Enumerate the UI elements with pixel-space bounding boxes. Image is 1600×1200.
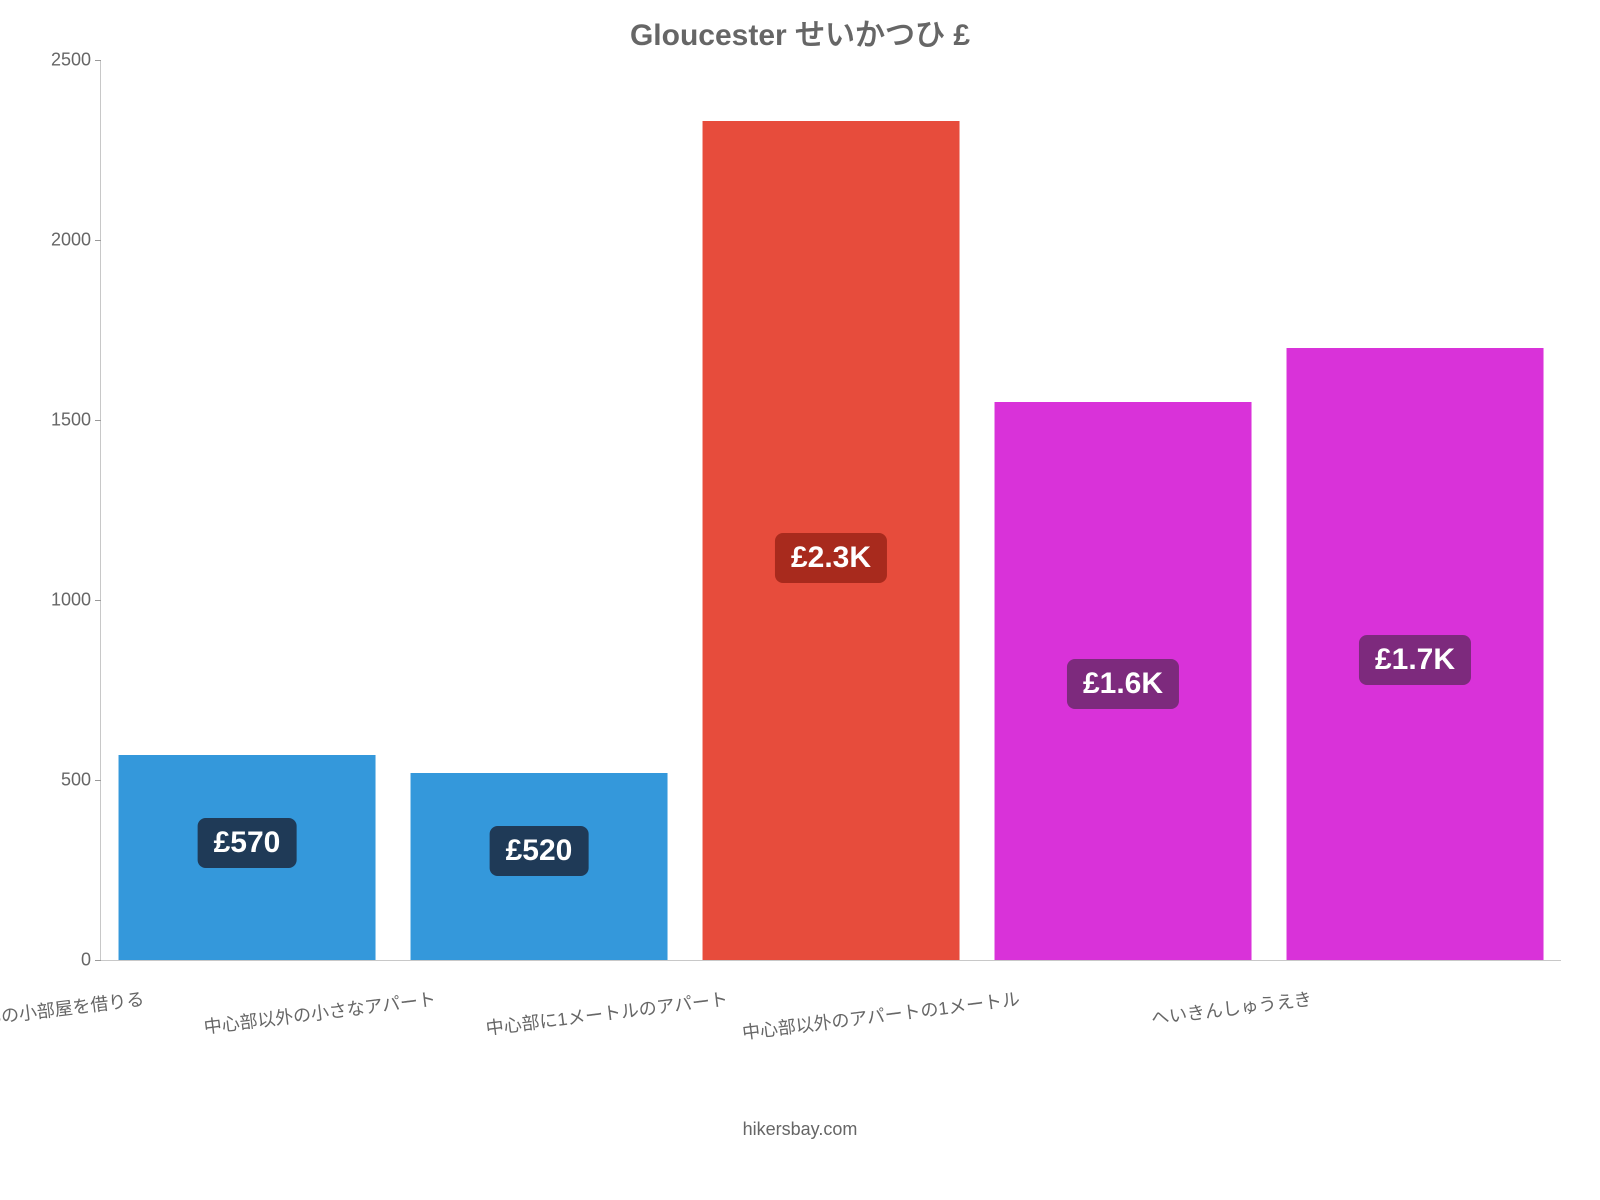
- x-axis-label: 中心部以外の小さなアパート: [202, 985, 437, 1039]
- y-tick-mark: [95, 60, 101, 61]
- footer-attribution: hikersbay.com: [0, 1119, 1600, 1140]
- y-tick-mark: [95, 240, 101, 241]
- bar-value-badge: £570: [198, 818, 297, 868]
- bar-slot: £2.3K: [685, 60, 977, 960]
- bars-layer: £570 £520 £2.3K £1.6K £1.7K: [101, 60, 1561, 960]
- y-tick-mark: [95, 960, 101, 961]
- y-tick-label: 1000: [51, 590, 91, 611]
- bar-slot: £570: [101, 60, 393, 960]
- chart-container: Gloucester せいかつひ £ £570 £520 £2.3K £1.6K £1.…: [0, 0, 1600, 1200]
- bar-value-badge: £1.6K: [1067, 659, 1179, 709]
- bar-slot: £520: [393, 60, 685, 960]
- bar-value-badge: £2.3K: [775, 533, 887, 583]
- bar-value-badge: £1.7K: [1359, 635, 1471, 685]
- y-tick-label: 500: [61, 770, 91, 791]
- y-tick-label: 2500: [51, 50, 91, 71]
- x-axis-label: 中心部に1メートルのアパート: [484, 985, 729, 1041]
- y-tick-label: 0: [81, 950, 91, 971]
- bar-slot: £1.7K: [1269, 60, 1561, 960]
- y-tick-label: 2000: [51, 230, 91, 251]
- bar-slot: £1.6K: [977, 60, 1269, 960]
- y-tick-mark: [95, 780, 101, 781]
- x-axis-label: 中心部の小部屋を借りる: [0, 985, 145, 1035]
- x-axis-labels: 中心部の小部屋を借りる中心部以外の小さなアパート中心部に1メートルのアパート中心…: [100, 965, 1560, 1085]
- y-tick-mark: [95, 600, 101, 601]
- y-tick-mark: [95, 420, 101, 421]
- bar-value-badge: £520: [490, 826, 589, 876]
- chart-title: Gloucester せいかつひ £: [0, 10, 1600, 54]
- x-axis-label: 中心部以外のアパートの1メートル: [741, 985, 1022, 1045]
- x-axis-label: へいきんしゅうえき: [1150, 985, 1313, 1030]
- y-tick-label: 1500: [51, 410, 91, 431]
- plot-area: £570£520£2.3K£1.6K£1.7K 0500100015002000…: [100, 60, 1561, 961]
